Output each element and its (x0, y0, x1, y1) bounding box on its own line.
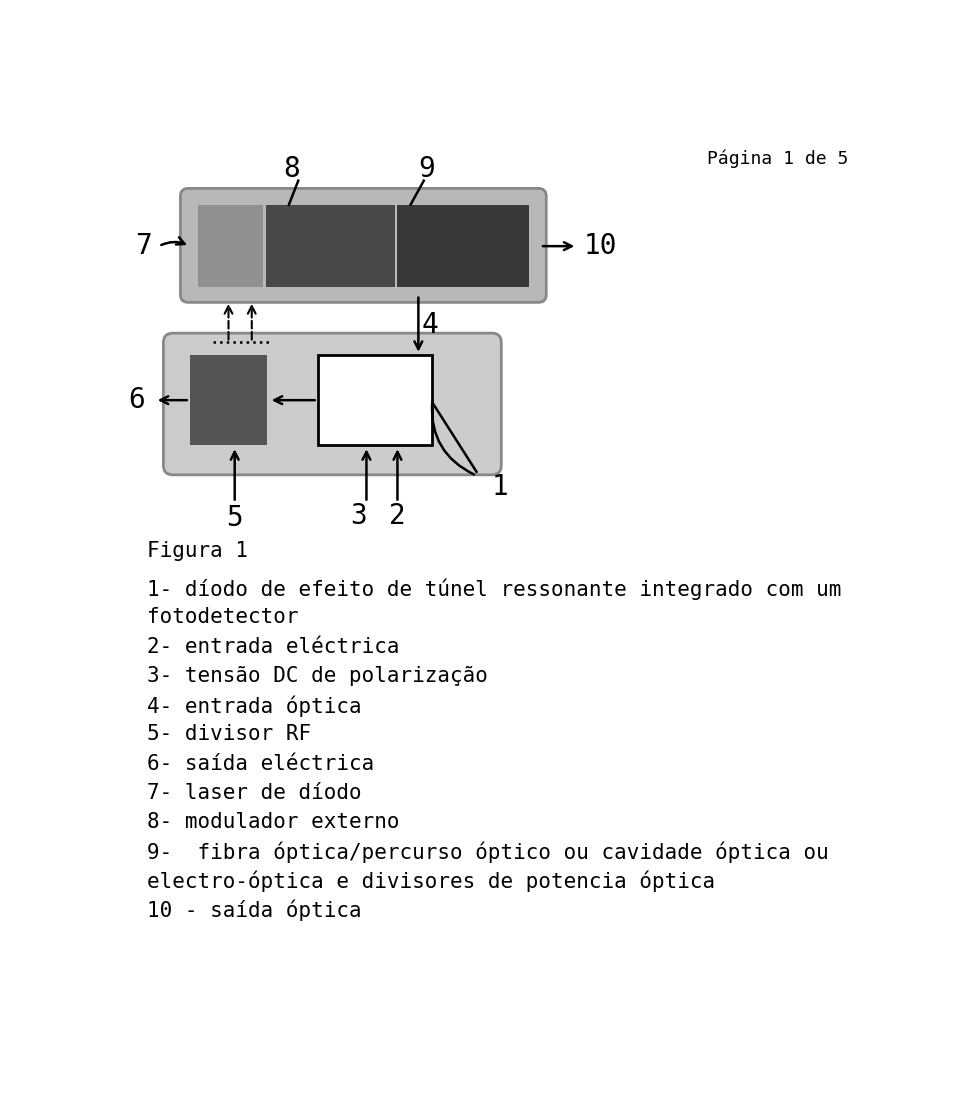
Bar (190, 355, 267, 444)
Bar (397, 205, 529, 287)
Text: 9-  fibra óptica/percurso óptico ou cavidade óptica ou: 9- fibra óptica/percurso óptico ou cavid… (147, 841, 828, 863)
Text: 4: 4 (421, 311, 439, 339)
Text: 3: 3 (350, 502, 367, 531)
Text: 6: 6 (129, 387, 145, 414)
Text: 2- entrada eléctrica: 2- entrada eléctrica (147, 636, 399, 657)
Text: 8- modulador externo: 8- modulador externo (147, 812, 399, 832)
Text: 2: 2 (389, 502, 406, 531)
Text: 4- entrada óptica: 4- entrada óptica (147, 695, 362, 717)
Text: 1: 1 (492, 473, 508, 501)
Bar (198, 205, 263, 287)
Text: 7- laser de díodo: 7- laser de díodo (147, 783, 362, 803)
Text: 8: 8 (283, 155, 300, 183)
Text: 10 - saída óptica: 10 - saída óptica (147, 900, 362, 922)
Text: Página 1 de 5: Página 1 de 5 (708, 150, 849, 168)
Text: 3- tensão DC de polarização: 3- tensão DC de polarização (147, 666, 488, 686)
Text: fotodetector: fotodetector (147, 607, 299, 627)
Text: 6- saída eléctrica: 6- saída eléctrica (147, 753, 374, 773)
FancyBboxPatch shape (180, 188, 546, 302)
Text: 1- díodo de efeito de túnel ressonante integrado com um: 1- díodo de efeito de túnel ressonante i… (147, 578, 842, 599)
Text: Figura 1: Figura 1 (147, 541, 248, 561)
Text: 5- divisor RF: 5- divisor RF (147, 725, 311, 745)
Text: 9: 9 (418, 155, 435, 183)
Bar (318, 355, 432, 444)
Text: 5: 5 (227, 504, 243, 532)
FancyBboxPatch shape (163, 334, 501, 475)
Text: electro-óptica e divisores de potencia óptica: electro-óptica e divisores de potencia ó… (147, 871, 715, 892)
Text: 7: 7 (134, 233, 152, 260)
Bar (266, 205, 396, 287)
Text: 10: 10 (584, 233, 617, 260)
